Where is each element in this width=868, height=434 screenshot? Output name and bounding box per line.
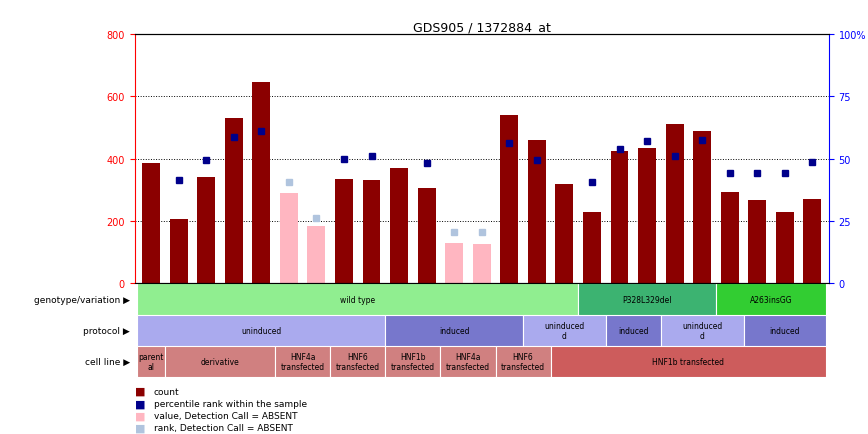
Bar [578, 284, 716, 315]
Bar [523, 315, 606, 346]
Text: value, Detection Call = ABSENT: value, Detection Call = ABSENT [154, 411, 297, 420]
Bar [137, 315, 385, 346]
Bar [748, 201, 766, 284]
Bar [137, 346, 165, 378]
Text: HNF1b
transfected: HNF1b transfected [391, 352, 435, 372]
Bar [500, 116, 518, 284]
Bar [720, 193, 739, 284]
Title: GDS905 / 1372884_at: GDS905 / 1372884_at [413, 20, 550, 33]
Bar [385, 346, 440, 378]
Text: protocol ▶: protocol ▶ [83, 326, 130, 335]
Bar [606, 315, 661, 346]
Bar [225, 119, 243, 284]
Bar [165, 346, 275, 378]
Bar [528, 141, 546, 284]
Text: A263insGG: A263insGG [750, 295, 792, 304]
Text: HNF6
transfected: HNF6 transfected [336, 352, 380, 372]
Text: HNF1b transfected: HNF1b transfected [653, 358, 725, 366]
Text: derivative: derivative [201, 358, 240, 366]
Bar [142, 164, 160, 284]
Text: wild type: wild type [340, 295, 375, 304]
Text: ■: ■ [135, 398, 145, 408]
Bar [390, 169, 408, 284]
Text: P328L329del: P328L329del [622, 295, 672, 304]
Bar [694, 131, 711, 284]
Bar [279, 194, 298, 284]
Text: induced: induced [770, 326, 800, 335]
Bar [550, 346, 826, 378]
Bar [197, 178, 215, 284]
Text: percentile rank within the sample: percentile rank within the sample [154, 399, 306, 408]
Bar [169, 219, 187, 284]
Bar [473, 245, 490, 284]
Bar [716, 284, 826, 315]
Text: cell line ▶: cell line ▶ [85, 358, 130, 366]
Text: rank, Detection Call = ABSENT: rank, Detection Call = ABSENT [154, 423, 293, 432]
Text: parent
al: parent al [138, 352, 164, 372]
Bar [666, 125, 684, 284]
Bar [385, 315, 523, 346]
Text: induced: induced [439, 326, 470, 335]
Text: ■: ■ [135, 423, 145, 433]
Bar [445, 243, 464, 284]
Text: ■: ■ [135, 411, 145, 421]
Text: uninduced: uninduced [241, 326, 281, 335]
Text: uninduced
d: uninduced d [544, 321, 584, 340]
Bar [363, 181, 380, 284]
Bar [137, 284, 578, 315]
Text: count: count [154, 387, 180, 396]
Bar [556, 184, 574, 284]
Bar [307, 226, 326, 284]
Text: HNF6
transfected: HNF6 transfected [501, 352, 545, 372]
Bar [496, 346, 550, 378]
Text: induced: induced [618, 326, 648, 335]
Bar [661, 315, 744, 346]
Text: uninduced
d: uninduced d [682, 321, 722, 340]
Bar [275, 346, 330, 378]
Text: HNF4a
transfected: HNF4a transfected [280, 352, 325, 372]
Bar [418, 189, 436, 284]
Bar [776, 213, 794, 284]
Text: HNF4a
transfected: HNF4a transfected [446, 352, 490, 372]
Bar [610, 151, 628, 284]
Text: genotype/variation ▶: genotype/variation ▶ [34, 295, 130, 304]
Bar [638, 148, 656, 284]
Bar [335, 180, 353, 284]
Bar [330, 346, 385, 378]
Bar [583, 213, 601, 284]
Bar [804, 199, 821, 284]
Bar [744, 315, 826, 346]
Bar [440, 346, 496, 378]
Bar [253, 83, 270, 284]
Text: ■: ■ [135, 386, 145, 396]
